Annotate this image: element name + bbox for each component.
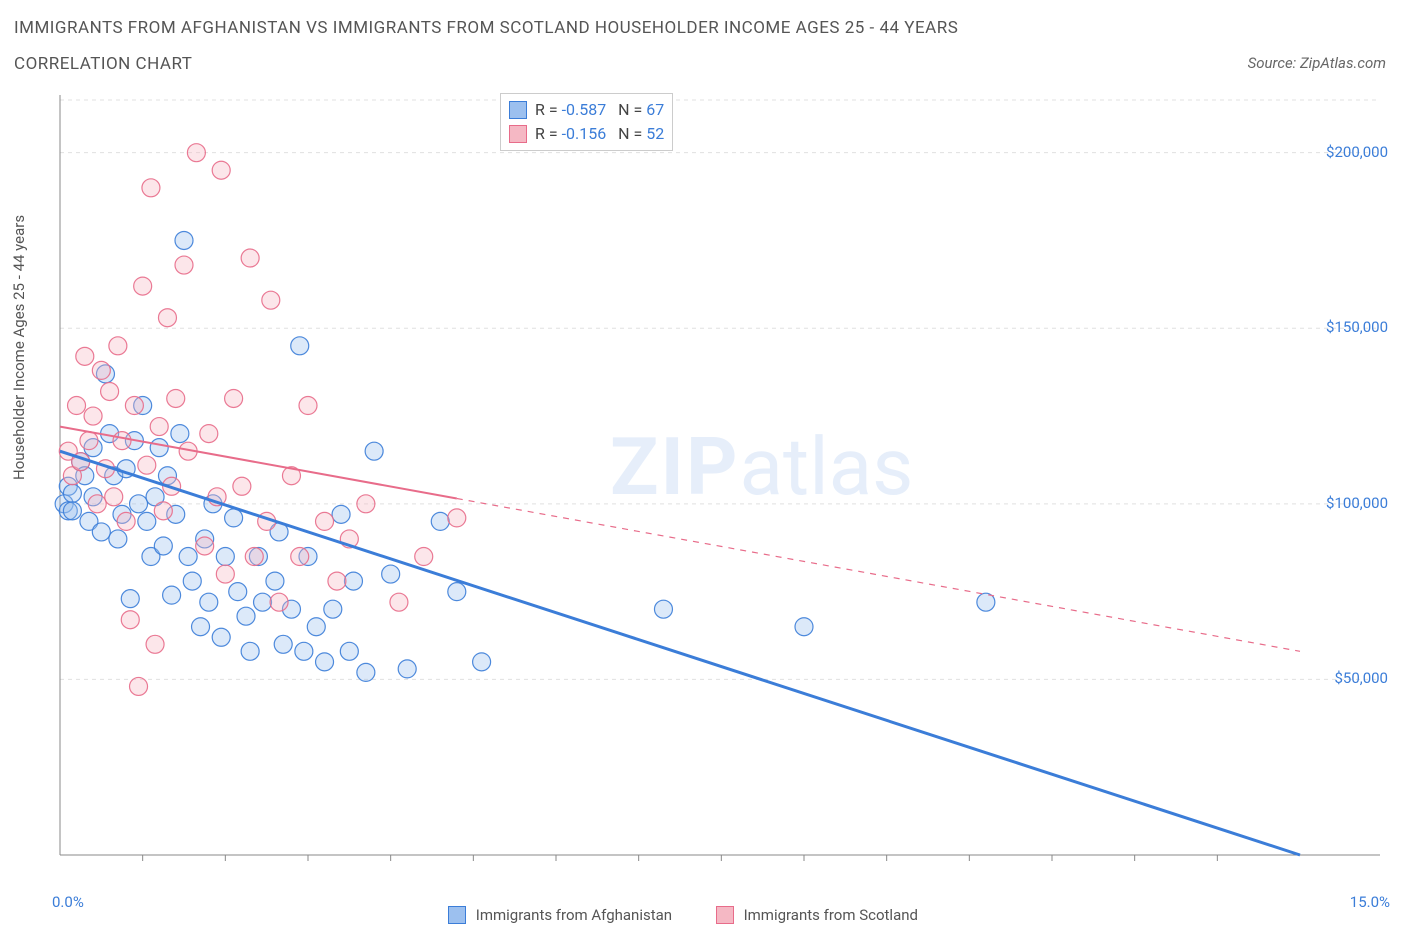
y-tick-200k: $200,000 xyxy=(1326,143,1388,161)
y-tick-50k: $50,000 xyxy=(1334,669,1388,687)
chart-subtitle: CORRELATION CHART xyxy=(14,54,192,74)
y-axis-label: Householder Income Ages 25 - 44 years xyxy=(10,215,28,480)
stats-row-afghanistan: R = -0.587 N = 67 xyxy=(509,98,664,122)
source-name: ZipAtlas.com xyxy=(1300,54,1386,72)
source-prefix: Source: xyxy=(1248,54,1300,72)
legend-swatch-afghanistan xyxy=(448,906,466,924)
stats-swatch-afghanistan xyxy=(509,101,527,119)
stats-swatch-scotland xyxy=(509,125,527,143)
legend-swatch-scotland xyxy=(716,906,734,924)
y-tick-150k: $150,000 xyxy=(1326,318,1388,336)
correlation-stats-legend: R = -0.587 N = 67R = -0.156 N = 52 xyxy=(500,93,673,151)
chart-area: R = -0.587 N = 67R = -0.156 N = 52 ZIPat… xyxy=(50,90,1390,875)
stats-row-scotland: R = -0.156 N = 52 xyxy=(509,122,664,146)
series-legend: Immigrants from Afghanistan Immigrants f… xyxy=(0,905,1406,924)
source-attribution: Source: ZipAtlas.com xyxy=(1248,54,1386,72)
legend-label-scotland: Immigrants from Scotland xyxy=(744,906,918,924)
stats-text-afghanistan: R = -0.587 N = 67 xyxy=(535,98,664,122)
y-tick-100k: $100,000 xyxy=(1326,494,1388,512)
legend-label-afghanistan: Immigrants from Afghanistan xyxy=(476,906,672,924)
stats-text-scotland: R = -0.156 N = 52 xyxy=(535,122,664,146)
chart-title-line1: IMMIGRANTS FROM AFGHANISTAN VS IMMIGRANT… xyxy=(14,18,958,38)
scatter-chart-svg xyxy=(50,90,1390,875)
